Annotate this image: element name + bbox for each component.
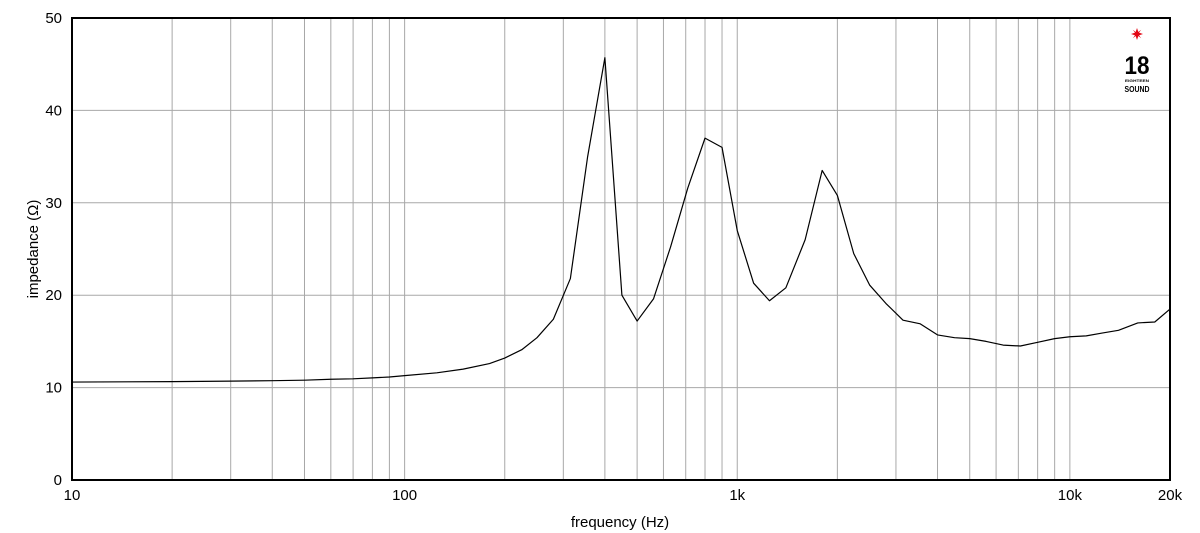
logo-line2: SOUND [1125,85,1150,94]
logo-line1: EIGHTEEN [1125,78,1149,83]
plot-frame [71,17,1171,481]
y-axis-label: impedance (Ω) [25,200,42,299]
x-axis-label: frequency (Hz) [571,514,669,531]
logo-number: 18 [1125,52,1150,80]
y-tick-label: 0 [54,472,62,489]
y-tick-label: 40 [45,102,62,119]
x-tick-label: 1k [729,487,745,504]
y-tick-label: 30 [45,195,62,212]
y-tick-label: 20 [45,287,62,304]
x-tick-label: 10 [64,487,81,504]
series-layer [71,57,1171,383]
star-icon [1131,28,1143,40]
grid [72,18,1170,480]
impedance-series-line [71,57,1171,383]
y-tick-label: 10 [45,380,62,397]
x-tick-label: 20k [1158,487,1183,504]
x-tick-label: 100 [392,487,417,504]
x-tick-label: 10k [1058,487,1083,504]
brand-logo: 18 EIGHTEEN SOUND [1125,28,1150,94]
y-tick-label: 50 [45,10,62,27]
